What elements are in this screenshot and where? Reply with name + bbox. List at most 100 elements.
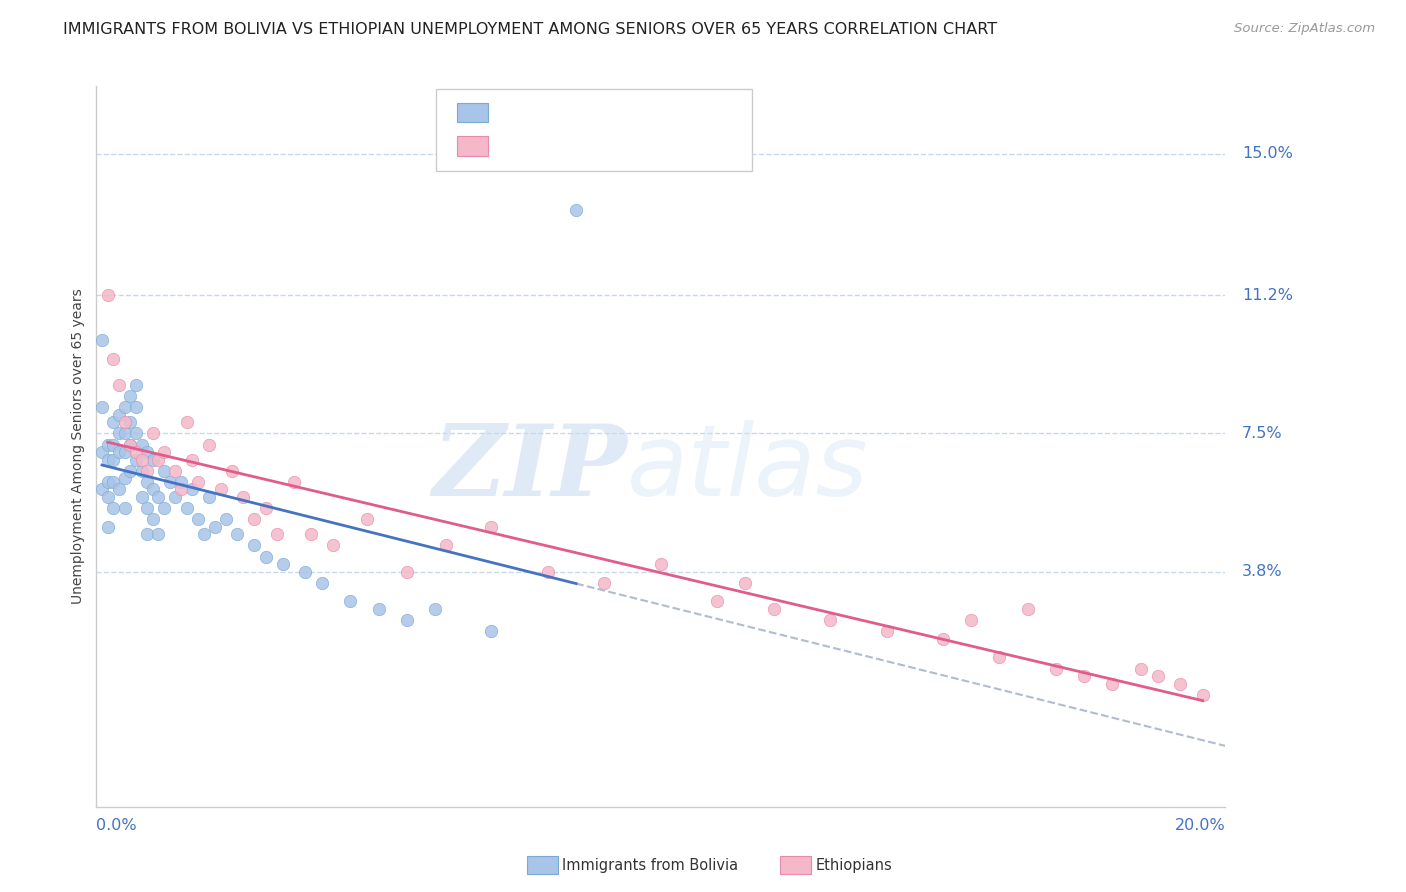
Point bbox=[114, 501, 136, 516]
Point bbox=[434, 538, 457, 552]
Point bbox=[136, 475, 159, 489]
Point bbox=[322, 538, 344, 552]
Point bbox=[818, 613, 841, 627]
Point bbox=[131, 490, 153, 504]
Point bbox=[91, 401, 114, 415]
Point bbox=[215, 512, 238, 526]
Point bbox=[960, 613, 983, 627]
Text: atlas: atlas bbox=[627, 419, 869, 516]
Point bbox=[125, 426, 148, 441]
Point bbox=[176, 415, 198, 429]
Point bbox=[108, 378, 131, 392]
Point bbox=[120, 438, 142, 452]
Point bbox=[114, 471, 136, 485]
Point bbox=[1191, 688, 1213, 702]
Point bbox=[254, 549, 277, 564]
Point bbox=[1017, 602, 1039, 616]
Point bbox=[1045, 662, 1067, 676]
Point bbox=[1129, 662, 1152, 676]
Text: Source: ZipAtlas.com: Source: ZipAtlas.com bbox=[1234, 22, 1375, 36]
Point bbox=[395, 613, 418, 627]
Point bbox=[131, 464, 153, 478]
Point bbox=[176, 501, 198, 516]
Point bbox=[136, 445, 159, 459]
Point bbox=[271, 557, 294, 571]
Point bbox=[103, 452, 125, 467]
Point bbox=[131, 452, 153, 467]
Point bbox=[97, 520, 120, 534]
Text: Immigrants from Bolivia: Immigrants from Bolivia bbox=[562, 858, 738, 872]
Text: 7.5%: 7.5% bbox=[1241, 426, 1282, 441]
Point bbox=[593, 575, 616, 590]
Point bbox=[108, 483, 131, 497]
Point bbox=[120, 415, 142, 429]
Point bbox=[395, 565, 418, 579]
Point bbox=[97, 288, 120, 302]
Point bbox=[294, 565, 316, 579]
Point bbox=[97, 452, 120, 467]
Point bbox=[125, 401, 148, 415]
Text: Ethiopians: Ethiopians bbox=[815, 858, 893, 872]
Point bbox=[97, 438, 120, 452]
Point bbox=[209, 483, 232, 497]
Point bbox=[103, 475, 125, 489]
Point bbox=[170, 475, 193, 489]
Point bbox=[131, 438, 153, 452]
Point bbox=[423, 602, 446, 616]
Point bbox=[159, 475, 181, 489]
Point bbox=[125, 378, 148, 392]
Point bbox=[1146, 669, 1168, 683]
Point bbox=[283, 475, 305, 489]
Point bbox=[103, 438, 125, 452]
Point bbox=[108, 445, 131, 459]
Point bbox=[153, 445, 176, 459]
Point bbox=[108, 426, 131, 441]
Point bbox=[103, 501, 125, 516]
Point bbox=[148, 527, 170, 541]
Point bbox=[120, 438, 142, 452]
Point bbox=[136, 464, 159, 478]
Point bbox=[565, 202, 588, 217]
Point bbox=[103, 415, 125, 429]
Text: -0.416: -0.416 bbox=[529, 146, 578, 161]
Point bbox=[198, 490, 221, 504]
Point bbox=[108, 408, 131, 422]
Text: 15.0%: 15.0% bbox=[1241, 146, 1294, 161]
Point bbox=[181, 483, 204, 497]
Text: 0.0%: 0.0% bbox=[97, 818, 136, 833]
Point bbox=[367, 602, 389, 616]
Point bbox=[254, 501, 277, 516]
Point bbox=[125, 445, 148, 459]
Point bbox=[97, 475, 120, 489]
Point bbox=[187, 475, 209, 489]
Point bbox=[142, 483, 165, 497]
Point bbox=[243, 538, 266, 552]
Point bbox=[226, 527, 249, 541]
Text: 11.2%: 11.2% bbox=[1241, 288, 1294, 303]
Point bbox=[1073, 669, 1095, 683]
Point bbox=[170, 483, 193, 497]
Point bbox=[142, 426, 165, 441]
Text: -0.013: -0.013 bbox=[529, 112, 578, 128]
Point bbox=[221, 464, 243, 478]
Text: N =: N = bbox=[582, 112, 626, 128]
Point bbox=[114, 415, 136, 429]
Point bbox=[198, 438, 221, 452]
Point bbox=[165, 464, 187, 478]
Point bbox=[876, 624, 898, 639]
Point bbox=[114, 401, 136, 415]
Point bbox=[153, 501, 176, 516]
Point bbox=[136, 527, 159, 541]
Point bbox=[481, 520, 503, 534]
Point bbox=[120, 389, 142, 403]
Point bbox=[299, 527, 322, 541]
Point bbox=[142, 512, 165, 526]
Text: 3.8%: 3.8% bbox=[1241, 564, 1282, 579]
Point bbox=[706, 594, 728, 608]
Point bbox=[762, 602, 785, 616]
Point bbox=[734, 575, 756, 590]
Point bbox=[243, 512, 266, 526]
Point bbox=[537, 565, 560, 579]
Point bbox=[1101, 676, 1123, 690]
Point bbox=[142, 452, 165, 467]
